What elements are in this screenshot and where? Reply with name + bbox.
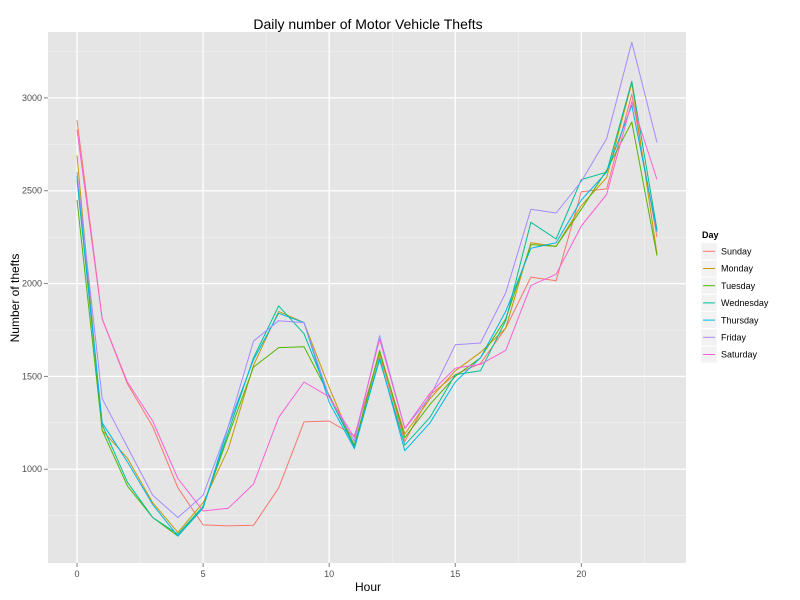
legend-label: Saturday	[721, 350, 758, 360]
y-tick-label: 2500	[22, 186, 42, 196]
x-axis: 0 5 10 15 20	[74, 563, 586, 579]
legend-label: Monday	[721, 264, 754, 274]
y-tick-label: 2000	[22, 279, 42, 289]
legend-item-wednesday: Wednesday	[700, 294, 769, 312]
series-line-saturday	[76, 101, 658, 512]
x-tick-label: 0	[74, 569, 79, 579]
legend-title: Day	[702, 230, 719, 240]
y-tick-label: 1500	[22, 371, 42, 381]
legend-label: Tuesday	[721, 281, 756, 291]
legend-item-saturday: Saturday	[700, 345, 758, 364]
y-axis: 1000 1500 2000 2500 3000	[22, 93, 48, 474]
y-tick-label: 3000	[22, 93, 42, 103]
legend: Day Sunday Monday Tuesday Wednesday Thursday…	[700, 230, 769, 364]
legend-item-tuesday: Tuesday	[700, 277, 756, 295]
y-axis-title: Number of thefts	[8, 254, 22, 343]
x-tick-label: 10	[324, 569, 334, 579]
legend-item-friday: Friday	[700, 328, 747, 346]
legend-label: Thursday	[721, 315, 759, 325]
legend-label: Wednesday	[721, 298, 769, 308]
legend-label: Friday	[721, 333, 747, 343]
x-tick-label: 15	[450, 569, 460, 579]
legend-label: Sunday	[721, 247, 752, 257]
legend-item-thursday: Thursday	[700, 311, 759, 329]
y-tick-label: 1000	[22, 464, 42, 474]
legend-items: Sunday Monday Tuesday Wednesday Thursday Frid…	[700, 242, 769, 364]
legend-item-sunday: Sunday	[700, 242, 752, 260]
series-line-thursday	[76, 104, 658, 537]
plot-panel	[48, 32, 686, 563]
x-tick-label: 5	[201, 569, 206, 579]
x-axis-title: Hour	[355, 580, 381, 594]
series-lines	[76, 41, 658, 537]
series-line-tuesday	[76, 121, 658, 537]
chart-title: Daily number of Motor Vehicle Thefts	[253, 16, 482, 32]
x-tick-label: 20	[576, 569, 586, 579]
legend-item-monday: Monday	[700, 259, 754, 278]
